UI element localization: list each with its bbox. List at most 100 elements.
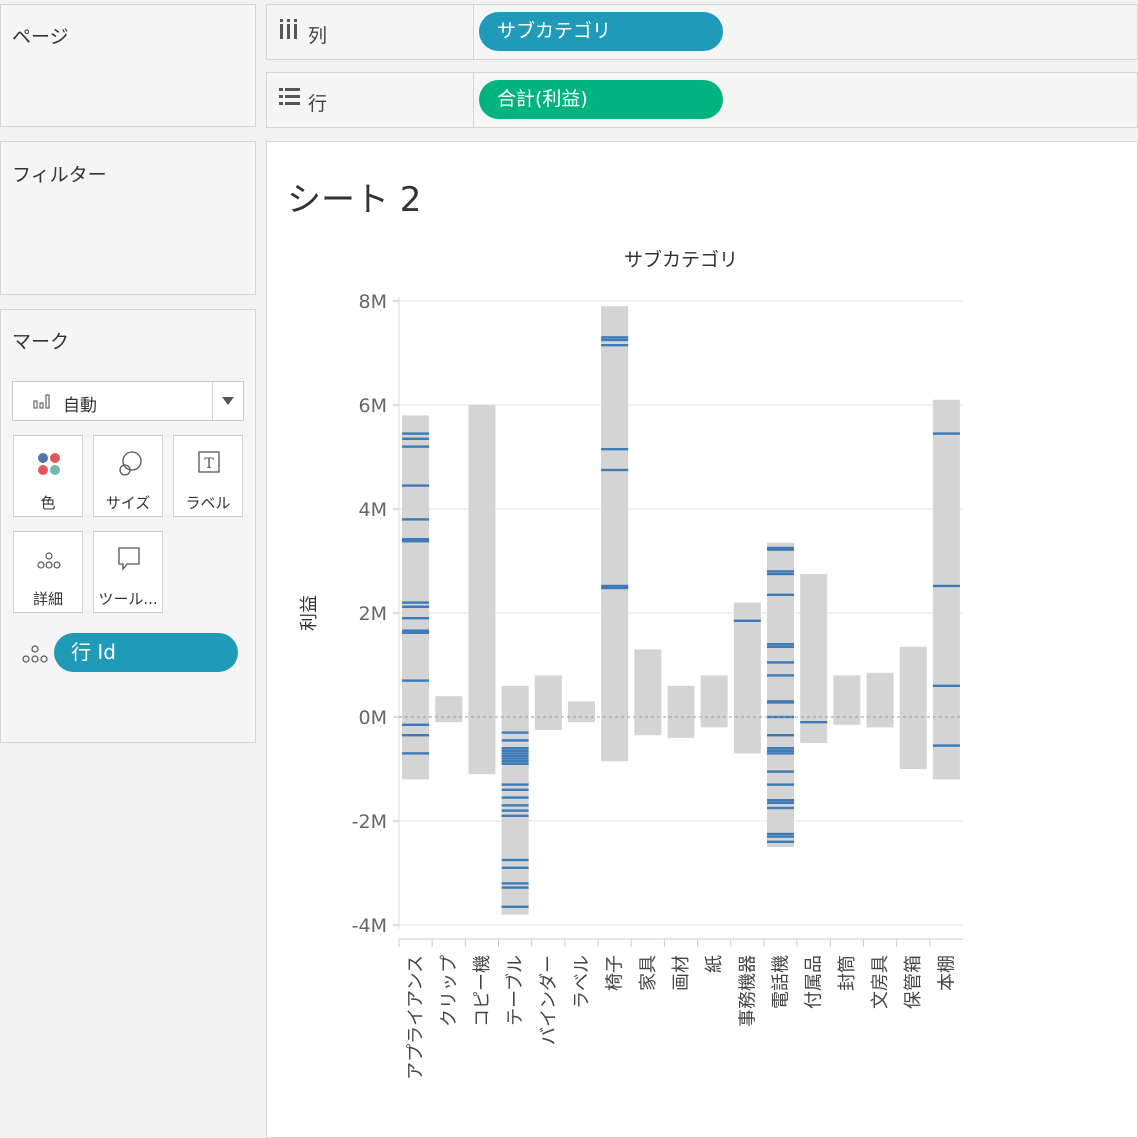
- color-dots-icon: [38, 453, 60, 475]
- color-button[interactable]: 色: [13, 435, 83, 517]
- range-bar: [468, 405, 496, 775]
- marks-card: マーク 自動 色 サイズ T ラベル: [0, 309, 256, 743]
- size-circles-icon: [119, 451, 142, 476]
- svg-text:T: T: [204, 456, 214, 472]
- data-tick: [501, 886, 529, 889]
- data-tick: [767, 674, 795, 677]
- sheet-title: シート 2: [287, 180, 422, 220]
- x-tick-label: バインダー: [538, 955, 559, 1045]
- data-tick: [501, 783, 529, 786]
- data-tick: [402, 631, 430, 634]
- data-tick: [501, 731, 529, 734]
- x-tick-label: ラベル: [571, 955, 592, 1009]
- y-tick-label: 4M: [359, 499, 387, 521]
- x-tick-label: 画材: [671, 955, 692, 991]
- range-bar: [767, 542, 795, 847]
- data-tick: [402, 734, 430, 737]
- columns-icon: [280, 19, 297, 39]
- mark-type-label: 自動: [63, 396, 97, 416]
- data-tick: [402, 629, 430, 632]
- data-tick: [767, 701, 795, 704]
- data-tick: [932, 744, 960, 747]
- data-tick: [601, 336, 629, 339]
- data-tick: [501, 796, 529, 799]
- x-tick-label: 本棚: [936, 955, 957, 991]
- data-tick: [501, 804, 529, 807]
- rows-icon: [279, 88, 300, 105]
- x-tick-label: 椅子: [605, 955, 626, 991]
- columns-shelf[interactable]: 列 サブカテゴリ: [266, 4, 1138, 60]
- row-id-field-pill[interactable]: 行 Id: [54, 633, 238, 672]
- speech-bubble-icon: [118, 547, 140, 571]
- columns-shelf-label: 列: [308, 25, 328, 47]
- data-tick: [501, 752, 529, 755]
- rows-shelf[interactable]: 行 合計(利益): [266, 72, 1138, 128]
- range-bar: [601, 306, 629, 762]
- data-tick: [767, 770, 795, 773]
- data-tick: [601, 448, 629, 451]
- text-label-icon: T: [198, 451, 220, 473]
- data-tick: [501, 739, 529, 742]
- pages-panel[interactable]: ページ: [0, 4, 256, 127]
- data-tick: [501, 749, 529, 752]
- detail-button-label: 詳細: [32, 590, 63, 608]
- data-tick: [501, 757, 529, 760]
- data-tick: [501, 814, 529, 817]
- data-tick: [767, 548, 795, 551]
- data-tick: [501, 747, 529, 750]
- mark-type-dropdown[interactable]: 自動: [12, 381, 244, 421]
- detail-field-icon: [22, 645, 48, 663]
- data-tick: [402, 445, 430, 448]
- data-tick: [501, 866, 529, 869]
- x-tick-label: アプライアンス: [406, 955, 427, 1080]
- data-tick: [767, 661, 795, 664]
- range-bar: [932, 399, 960, 780]
- range-bar: [567, 701, 595, 723]
- x-tick-label: コピー機: [472, 955, 493, 1027]
- x-tick-label: 保管箱: [903, 955, 924, 1009]
- data-tick: [767, 570, 795, 573]
- x-tick-label: テーブル: [504, 955, 526, 1026]
- data-tick: [767, 835, 795, 838]
- data-tick: [501, 788, 529, 791]
- data-tick: [767, 801, 795, 804]
- data-tick: [601, 344, 629, 347]
- data-tick: [402, 617, 430, 620]
- x-tick-label: 付属品: [804, 955, 825, 1009]
- sum-profit-pill[interactable]: 合計(利益): [479, 80, 723, 119]
- y-tick-label: 0M: [359, 707, 387, 729]
- range-bar: [733, 602, 761, 754]
- profit-by-subcategory-chart: 8M 6M 4M 2M 0M -2M -4M サブカテゴリ利益アプライアンス クリップ コピー機テ…: [299, 248, 963, 1080]
- marks-card-title: マーク: [12, 331, 70, 353]
- range-bar: [634, 649, 662, 736]
- data-tick: [767, 747, 795, 750]
- data-tick: [767, 593, 795, 596]
- range-bar: [700, 675, 728, 728]
- label-button[interactable]: T ラベル: [173, 435, 243, 517]
- tooltip-button[interactable]: ツール...: [93, 531, 163, 613]
- y-axis-label: 利益: [299, 595, 320, 631]
- data-tick: [402, 437, 430, 440]
- data-tick: [767, 715, 795, 719]
- data-tick: [402, 752, 430, 755]
- subcategory-pill[interactable]: サブカテゴリ: [479, 12, 723, 51]
- data-tick: [767, 806, 795, 810]
- data-tick: [767, 643, 795, 646]
- x-tick-label: 電話機: [771, 955, 792, 1009]
- filters-panel[interactable]: フィルター: [0, 141, 256, 295]
- data-tick: [501, 882, 529, 885]
- y-tick-label: 2M: [359, 603, 387, 625]
- data-tick: [800, 721, 828, 724]
- data-tick: [932, 432, 960, 435]
- data-tick: [601, 338, 629, 342]
- range-bar: [667, 685, 695, 738]
- detail-dots-icon: [37, 552, 61, 569]
- chevron-down-icon[interactable]: [212, 382, 243, 420]
- size-button[interactable]: サイズ: [93, 435, 163, 517]
- data-tick: [767, 572, 795, 576]
- tooltip-button-label: ツール...: [98, 590, 158, 608]
- data-tick: [402, 484, 430, 487]
- detail-button[interactable]: 詳細: [13, 531, 83, 613]
- data-tick: [767, 734, 795, 737]
- y-tick-label: 8M: [359, 291, 387, 313]
